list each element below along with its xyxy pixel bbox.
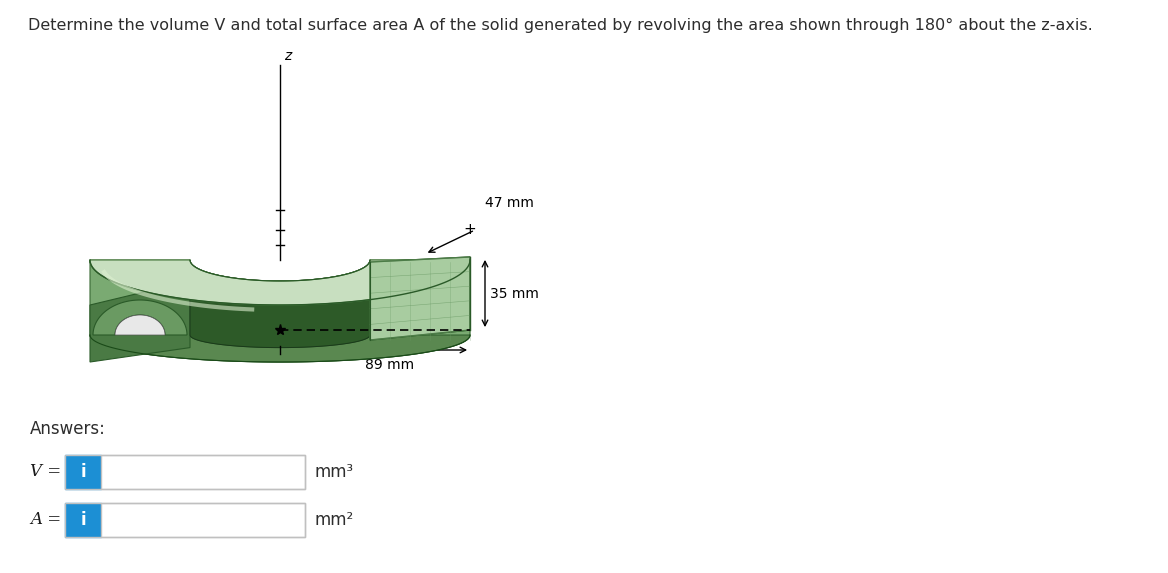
Text: i: i <box>81 511 85 529</box>
Text: 47 mm: 47 mm <box>485 196 534 210</box>
Polygon shape <box>90 260 470 305</box>
Polygon shape <box>90 260 470 362</box>
Text: Determine the volume V and total surface area A of the solid generated by revolv: Determine the volume V and total surface… <box>28 18 1093 33</box>
Text: z: z <box>284 49 291 63</box>
Text: mm³: mm³ <box>315 463 354 481</box>
Polygon shape <box>90 260 470 305</box>
Polygon shape <box>190 260 370 348</box>
Polygon shape <box>90 281 190 362</box>
Polygon shape <box>370 257 470 340</box>
Text: mm²: mm² <box>315 511 354 529</box>
Polygon shape <box>90 335 470 362</box>
FancyBboxPatch shape <box>65 503 100 537</box>
Polygon shape <box>93 300 187 335</box>
Text: +: + <box>464 222 477 237</box>
Text: 35 mm: 35 mm <box>491 286 538 300</box>
Text: 89 mm: 89 mm <box>364 358 415 372</box>
Text: Answers:: Answers: <box>30 420 106 438</box>
Text: i: i <box>81 463 85 481</box>
Text: A =: A = <box>30 512 61 528</box>
Polygon shape <box>114 315 165 335</box>
FancyBboxPatch shape <box>100 503 305 537</box>
FancyBboxPatch shape <box>65 455 100 489</box>
FancyBboxPatch shape <box>100 455 305 489</box>
Polygon shape <box>370 257 470 340</box>
Text: V =: V = <box>30 464 61 481</box>
Polygon shape <box>190 260 370 348</box>
